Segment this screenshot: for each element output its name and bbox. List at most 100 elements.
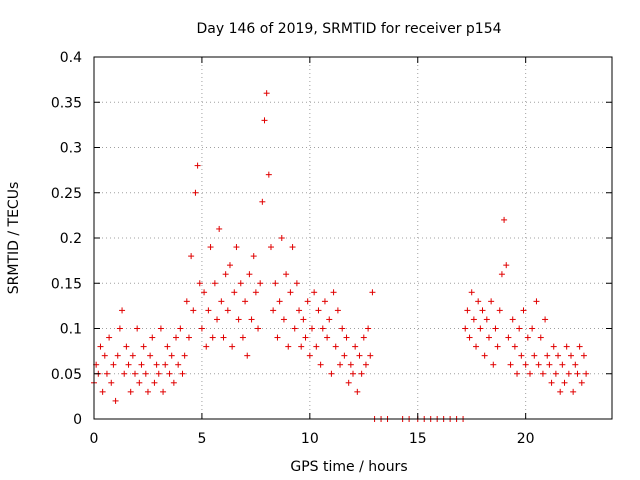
data-point: [317, 361, 324, 368]
data-point: [211, 280, 218, 287]
data-point: [524, 334, 531, 341]
data-point: [326, 316, 333, 323]
data-point: [473, 343, 480, 350]
data-point: [546, 361, 553, 368]
y-tick-label: 0.15: [51, 276, 82, 292]
data-point: [267, 244, 274, 251]
data-point: [274, 334, 281, 341]
data-point: [194, 162, 201, 169]
data-point: [300, 316, 307, 323]
data-point: [306, 352, 313, 359]
x-tick-label: 5: [197, 431, 206, 447]
data-point: [216, 225, 223, 232]
data-point: [488, 298, 495, 305]
data-point: [298, 343, 305, 350]
data-point: [250, 253, 257, 260]
y-tick-label: 0.35: [51, 95, 82, 111]
data-point: [313, 343, 320, 350]
data-point: [231, 289, 238, 296]
data-point: [265, 171, 272, 178]
data-point: [160, 388, 167, 395]
data-point: [201, 289, 208, 296]
data-point: [114, 352, 121, 359]
data-point: [175, 361, 182, 368]
data-point: [220, 334, 227, 341]
data-point: [138, 361, 145, 368]
data-point: [121, 370, 128, 377]
data-point: [242, 298, 249, 305]
data-point: [116, 325, 123, 332]
data-point: [289, 244, 296, 251]
data-point: [112, 397, 119, 404]
y-tick-label: 0.1: [60, 322, 82, 338]
data-point: [505, 334, 512, 341]
data-point: [477, 325, 484, 332]
data-point: [205, 307, 212, 314]
data-point: [235, 316, 242, 323]
data-point: [296, 307, 303, 314]
data-point: [555, 352, 562, 359]
data-point: [226, 262, 233, 269]
data-point: [110, 361, 117, 368]
x-tick-label: 20: [517, 431, 535, 447]
y-tick-label: 0.4: [60, 50, 82, 66]
chart-title: Day 146 of 2019, SRMTID for receiver p15…: [196, 21, 501, 37]
data-point: [561, 379, 568, 386]
data-point: [153, 361, 160, 368]
data-point: [494, 343, 501, 350]
data-point: [468, 289, 475, 296]
data-point: [511, 343, 518, 350]
data-point: [574, 370, 581, 377]
data-point: [483, 316, 490, 323]
data-point: [203, 343, 210, 350]
data-point: [365, 325, 372, 332]
data-point: [552, 370, 559, 377]
data-point: [270, 307, 277, 314]
data-point: [360, 334, 367, 341]
data-point: [319, 325, 326, 332]
data-point: [293, 280, 300, 287]
data-point: [565, 370, 572, 377]
data-point: [350, 370, 356, 377]
data-point: [308, 325, 315, 332]
y-tick-label: 0: [73, 412, 82, 428]
data-point: [173, 334, 180, 341]
data-point: [119, 307, 126, 314]
data-point: [224, 307, 231, 314]
data-point: [280, 316, 287, 323]
data-point: [332, 343, 339, 350]
data-point: [529, 325, 536, 332]
data-point: [127, 388, 134, 395]
data-point: [283, 271, 290, 278]
grid-lines: [94, 57, 612, 419]
data-point: [539, 370, 546, 377]
data-point: [501, 216, 508, 223]
data-point: [149, 334, 156, 341]
data-point: [485, 334, 492, 341]
x-tick-label: 0: [90, 431, 99, 447]
data-point: [144, 388, 151, 395]
data-point: [222, 271, 229, 278]
data-point: [188, 253, 195, 260]
data-point: [248, 316, 255, 323]
data-point: [362, 361, 369, 368]
data-point: [514, 370, 521, 377]
y-tick-label: 0.2: [60, 231, 82, 247]
data-point: [239, 334, 246, 341]
data-point: [179, 370, 186, 377]
data-point: [339, 325, 346, 332]
data-point: [548, 379, 555, 386]
data-point: [103, 370, 110, 377]
data-point: [550, 343, 557, 350]
data-point: [108, 379, 115, 386]
data-point: [272, 280, 279, 287]
data-point: [572, 361, 579, 368]
data-point: [278, 235, 285, 241]
data-point: [462, 325, 469, 332]
data-point: [147, 352, 154, 359]
data-point: [535, 361, 542, 368]
data-point: [276, 298, 283, 305]
data-point: [177, 325, 184, 332]
data-point: [257, 280, 264, 287]
